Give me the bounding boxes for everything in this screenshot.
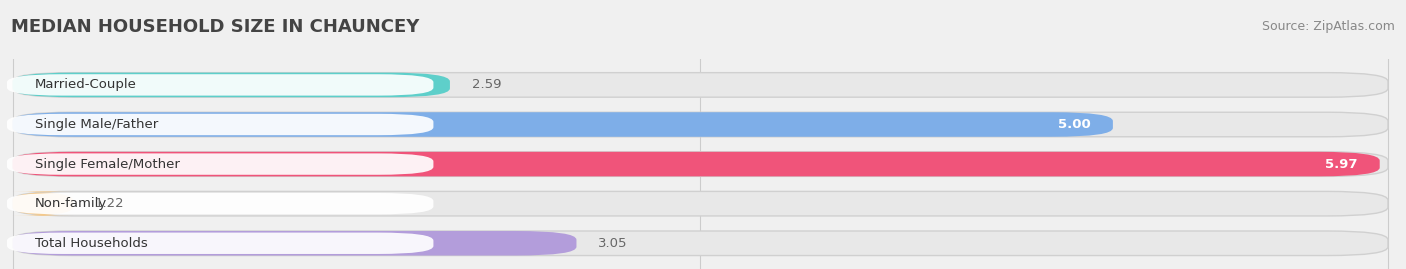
- Text: 5.00: 5.00: [1059, 118, 1091, 131]
- FancyBboxPatch shape: [13, 152, 1379, 176]
- FancyBboxPatch shape: [13, 231, 576, 256]
- Text: MEDIAN HOUSEHOLD SIZE IN CHAUNCEY: MEDIAN HOUSEHOLD SIZE IN CHAUNCEY: [11, 18, 419, 36]
- FancyBboxPatch shape: [7, 153, 433, 175]
- FancyBboxPatch shape: [7, 74, 433, 95]
- FancyBboxPatch shape: [13, 73, 1388, 97]
- Text: Total Households: Total Households: [35, 237, 148, 250]
- Text: 1.22: 1.22: [96, 197, 125, 210]
- FancyBboxPatch shape: [13, 231, 1388, 256]
- FancyBboxPatch shape: [13, 152, 1388, 176]
- Text: Non-family: Non-family: [35, 197, 107, 210]
- FancyBboxPatch shape: [7, 233, 433, 254]
- Text: Single Female/Mother: Single Female/Mother: [35, 158, 180, 171]
- FancyBboxPatch shape: [13, 73, 450, 97]
- Text: Single Male/Father: Single Male/Father: [35, 118, 157, 131]
- Text: Source: ZipAtlas.com: Source: ZipAtlas.com: [1261, 20, 1395, 33]
- FancyBboxPatch shape: [7, 193, 433, 214]
- Text: 5.97: 5.97: [1326, 158, 1358, 171]
- FancyBboxPatch shape: [13, 192, 73, 216]
- FancyBboxPatch shape: [13, 112, 1388, 137]
- FancyBboxPatch shape: [7, 114, 433, 135]
- Text: 2.59: 2.59: [472, 78, 502, 91]
- Text: Married-Couple: Married-Couple: [35, 78, 136, 91]
- FancyBboxPatch shape: [13, 112, 1114, 137]
- FancyBboxPatch shape: [13, 192, 1388, 216]
- Text: 3.05: 3.05: [599, 237, 628, 250]
